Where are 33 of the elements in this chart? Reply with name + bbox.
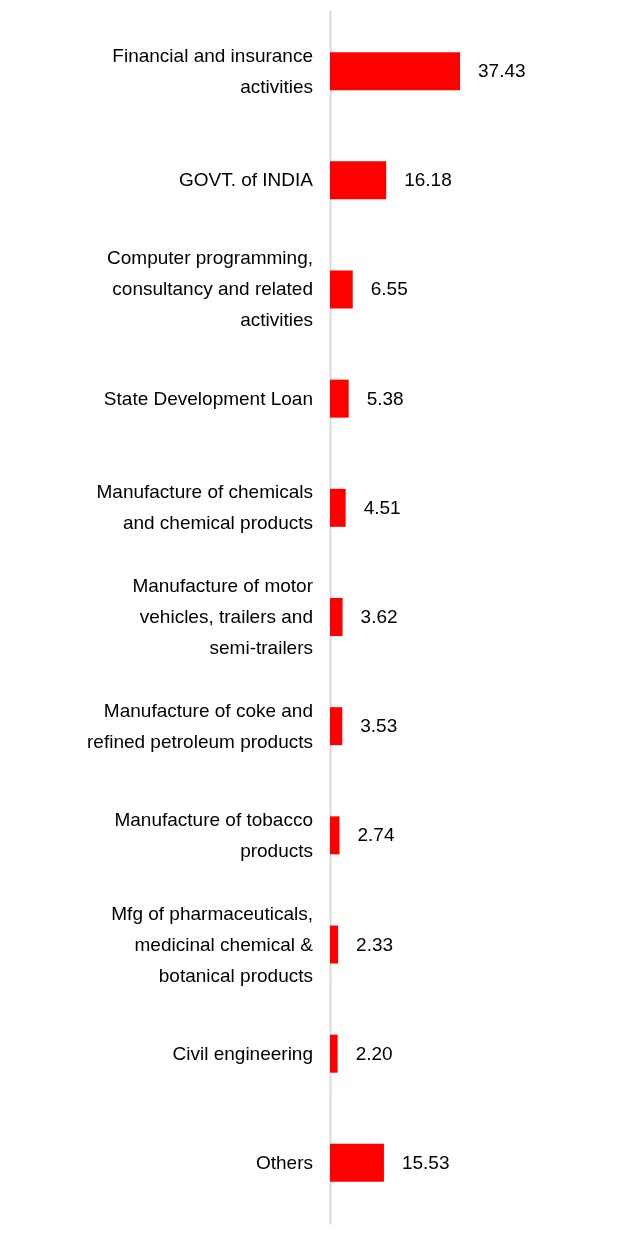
y-tick-label: State Development Loan <box>103 387 313 409</box>
data-label: 3.53 <box>360 715 398 737</box>
bar <box>330 1143 384 1182</box>
bar <box>330 379 349 418</box>
bar <box>330 488 346 527</box>
y-tick-label: Manufacture of coke and refined petroleum products <box>86 699 313 752</box>
y-tick-label: Manufacture of chemicals and chemical products <box>96 481 313 534</box>
y-tick-label: Manufacture of motor vehicles, trailers and semi-trailers <box>132 575 314 658</box>
data-label: 6.55 <box>370 278 408 300</box>
bar <box>330 52 460 91</box>
data-label: 4.51 <box>363 496 401 518</box>
bar <box>330 161 387 200</box>
y-tick-label: Computer programming, consultancy and related activities <box>107 247 313 331</box>
data-label: 2.33 <box>356 933 394 955</box>
bar <box>330 1034 338 1073</box>
data-label: 37.43 <box>478 60 526 82</box>
y-tick-label: Manufacture of tobacco products <box>114 808 313 861</box>
data-label: 15.53 <box>401 1151 450 1173</box>
data-label: 2.20 <box>355 1042 393 1064</box>
data-label: 5.38 <box>366 387 404 409</box>
bar <box>330 707 343 746</box>
bar <box>330 816 340 855</box>
bar <box>330 270 353 309</box>
data-label: 16.18 <box>404 169 452 191</box>
data-label: 3.62 <box>360 606 398 627</box>
bar <box>330 598 343 636</box>
y-tick-label: Civil engineering <box>172 1042 313 1064</box>
y-tick-label: Others <box>255 1151 313 1173</box>
bar <box>330 925 339 964</box>
y-tick-label: Financial and insurance activities <box>112 44 313 97</box>
y-tick-label: Mfg of pharmaceuticals, medicinal chemical & botanical products <box>111 902 314 986</box>
data-label: 2.74 <box>357 824 395 846</box>
y-tick-label: GOVT. of INDIA <box>178 169 314 191</box>
